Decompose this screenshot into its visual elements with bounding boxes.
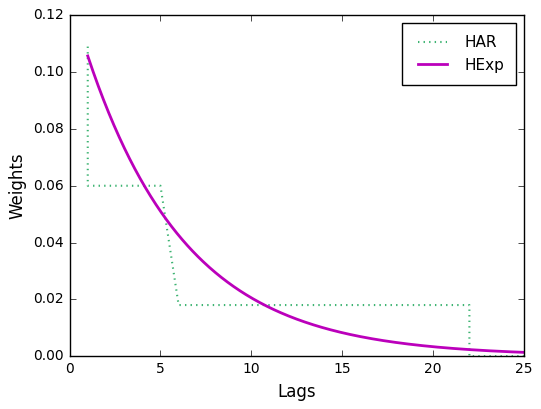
HExp — [294, 317, 301, 322]
HExp — [510, 349, 517, 354]
Line: HAR: HAR — [88, 47, 524, 356]
HAR — [520, 354, 527, 359]
HAR — [466, 303, 473, 308]
Y-axis label: Weights: Weights — [8, 153, 27, 219]
HAR — [175, 303, 182, 308]
HAR — [157, 183, 164, 188]
Legend: HAR, HExp: HAR, HExp — [401, 23, 516, 85]
HAR — [84, 183, 91, 188]
HExp — [442, 345, 448, 350]
HAR — [84, 44, 91, 49]
HExp — [320, 326, 327, 330]
Line: HExp: HExp — [88, 56, 524, 353]
HExp — [520, 350, 527, 355]
HExp — [292, 316, 298, 321]
HAR — [466, 354, 473, 359]
HExp — [344, 331, 351, 336]
X-axis label: Lags: Lags — [278, 383, 316, 401]
HExp — [84, 54, 91, 58]
